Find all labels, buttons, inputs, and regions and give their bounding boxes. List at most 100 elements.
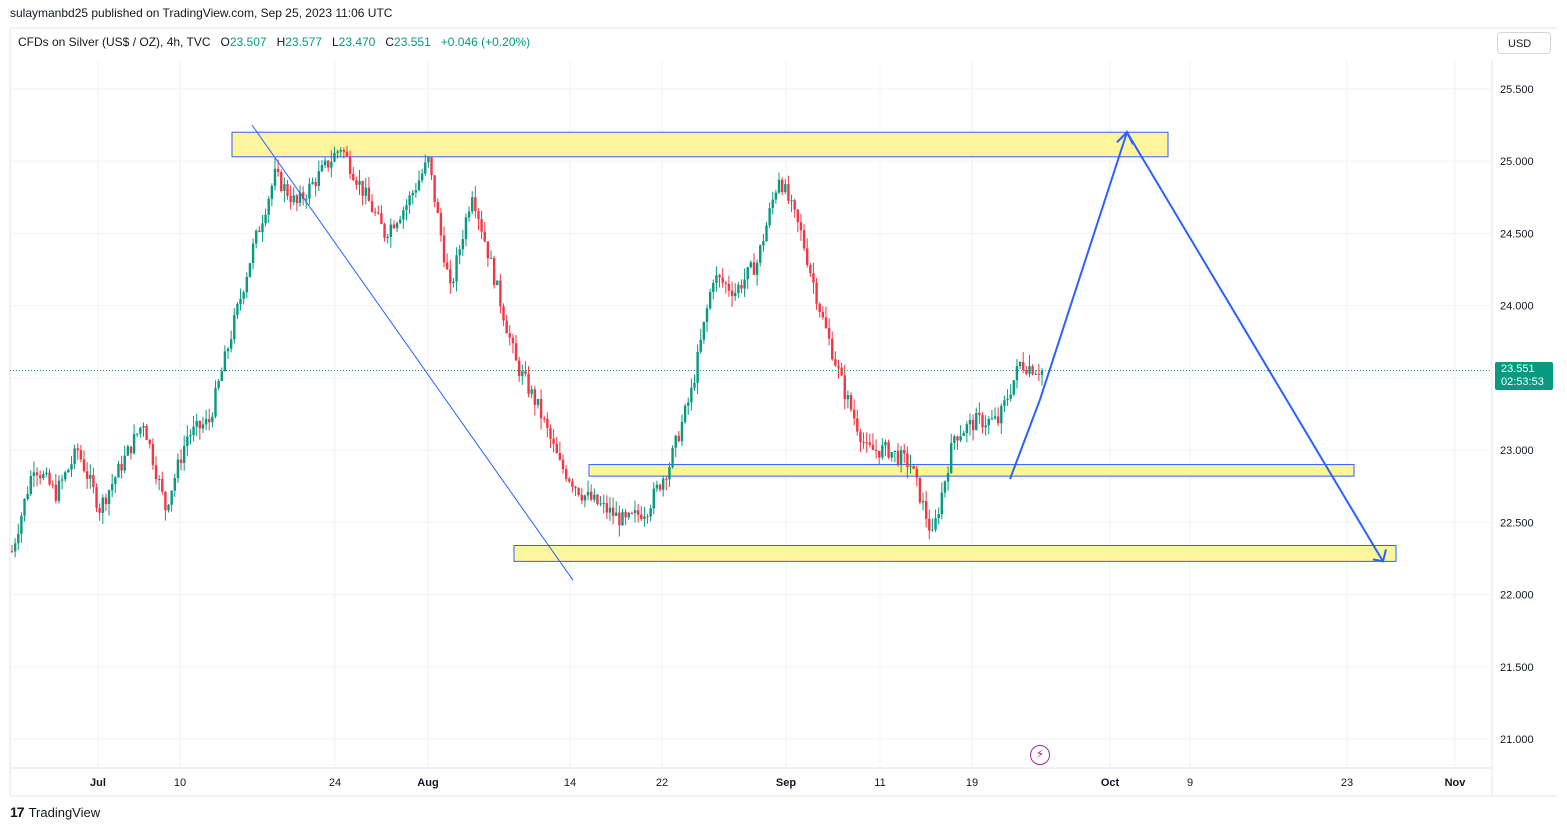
candle-body (727, 283, 731, 291)
candle-body (517, 360, 521, 377)
tradingview-brand[interactable]: TradingView (28, 804, 101, 820)
y-tick-label: 21.000 (1500, 734, 1534, 746)
symbol-name[interactable]: CFDs on Silver (US$ / OZ), 4h, TVC (18, 35, 211, 49)
candle-body (937, 514, 940, 519)
candle-body (211, 416, 214, 423)
candle-body (60, 479, 64, 481)
candle-body (702, 321, 706, 340)
candle-body (42, 473, 45, 479)
candle-body (136, 433, 139, 435)
candle-body (978, 412, 981, 416)
candle-body (1015, 365, 1019, 381)
x-tick-label: 11 (874, 777, 885, 789)
candle-body (903, 450, 906, 454)
candle-body (1022, 361, 1025, 370)
candle-body (546, 418, 549, 429)
candle-body (254, 230, 258, 244)
candle-body (733, 292, 737, 297)
candle-body (975, 412, 978, 431)
candle-body (295, 195, 299, 204)
candle-body (893, 450, 897, 453)
candle-body (852, 409, 856, 419)
candle-body (173, 478, 176, 491)
candle-body (633, 510, 637, 514)
candle-body (496, 280, 499, 286)
zone-rect (513, 544, 1397, 562)
candle-body (583, 495, 587, 501)
candle-body (29, 475, 32, 494)
candle-body (793, 200, 796, 210)
candle-body (599, 503, 602, 505)
candle-body (489, 257, 493, 259)
candle-body (26, 493, 29, 499)
candle-body (492, 257, 496, 286)
candle-body (129, 446, 133, 454)
candle-body (117, 463, 120, 478)
x-tick-label: Nov (1445, 777, 1467, 789)
candle-body (909, 465, 912, 467)
candle-body (1028, 366, 1031, 374)
candle-body (699, 339, 702, 352)
bar-countdown: 02:53:53 (1501, 376, 1544, 388)
candle-body (649, 508, 652, 517)
candle-body (690, 387, 693, 403)
candle-body (508, 333, 511, 338)
candle-body (990, 418, 994, 420)
candle-body (154, 465, 158, 480)
zone-rect (231, 131, 1169, 158)
candle-body (182, 446, 186, 463)
candle-body (846, 394, 850, 400)
candle-body (383, 224, 386, 238)
candle-body (132, 434, 136, 454)
candle-body (687, 402, 690, 406)
candle-body (674, 435, 677, 448)
candle-body (120, 463, 123, 471)
candle-body (668, 467, 671, 480)
close-value: 23.551 (394, 35, 431, 49)
candle-body (361, 180, 364, 196)
candle-body (474, 197, 477, 212)
candle-body (665, 478, 668, 480)
candle-body (956, 436, 959, 441)
candle-body (774, 192, 778, 200)
candle-body (236, 304, 239, 316)
candle-body (98, 507, 101, 513)
candle-body (771, 199, 774, 209)
currency-button[interactable]: USD (1497, 32, 1551, 54)
candle-body (298, 192, 302, 204)
candle-body (189, 435, 192, 437)
last-price-value: 23.551 (1501, 363, 1535, 375)
candle-body (971, 419, 975, 431)
candle-body (824, 317, 828, 328)
candle-body (76, 448, 79, 451)
candle-body (859, 431, 862, 442)
x-tick-label: 23 (1341, 777, 1353, 789)
candle-body (223, 351, 227, 372)
candle-body (987, 418, 990, 426)
x-tick-label: 22 (656, 777, 668, 789)
candle-body (712, 282, 715, 293)
candle-body (755, 262, 759, 275)
candle-body (934, 518, 937, 530)
candle-body (558, 453, 562, 460)
candle-body (815, 282, 818, 304)
lightning-bolt-icon[interactable]: ⚡ (1030, 745, 1050, 765)
candle-body (521, 371, 524, 377)
candle-body (439, 212, 443, 236)
change-value: +0.046 (+0.20%) (440, 35, 531, 49)
candle-body (486, 241, 490, 259)
candle-body (543, 418, 546, 420)
candle-body (286, 184, 289, 196)
candle-body (411, 192, 414, 196)
candle-body (683, 405, 687, 422)
candle-body (430, 157, 433, 176)
open-label: O (220, 35, 230, 49)
candle-body (420, 173, 424, 181)
candle-body (242, 292, 245, 299)
candle-body (624, 511, 627, 518)
candle-body (198, 420, 202, 429)
candle-body (996, 416, 1000, 424)
candle-body (13, 543, 17, 552)
candle-body (311, 181, 314, 184)
